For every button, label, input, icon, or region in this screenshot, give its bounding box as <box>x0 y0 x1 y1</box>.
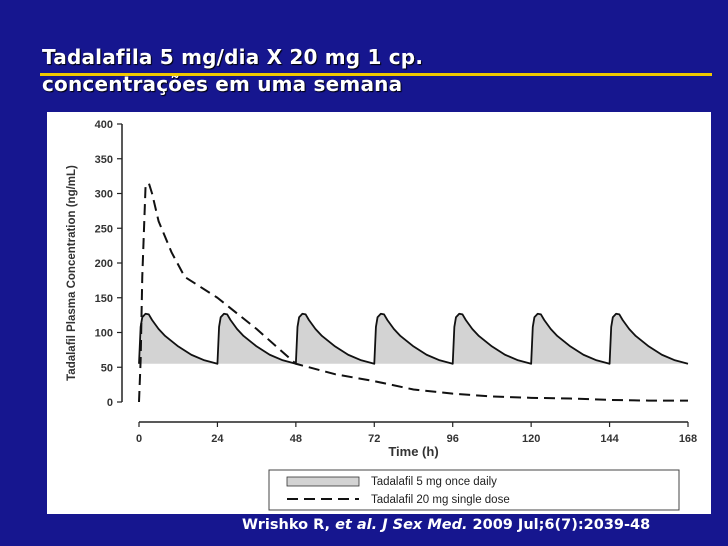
dose-area-7 <box>609 313 688 364</box>
x-tick-label: 0 <box>136 433 142 445</box>
dose-area-3 <box>295 313 375 364</box>
pk-chart: 0 50 100 150 200 250 300 350 400 0 24 48 72 96 120 144 1… <box>66 119 697 511</box>
citation-author: Wrishko R, <box>242 517 336 533</box>
x-tick-label: 168 <box>679 433 697 445</box>
legend-label-5mg: Tadalafil 5 mg once daily <box>371 476 497 488</box>
x-tick-label: 120 <box>522 433 540 445</box>
x-tick-label: 48 <box>290 433 302 445</box>
slide-title-line2: concentrações em uma semana <box>42 72 403 96</box>
title-rule <box>40 73 712 76</box>
dose-area-4 <box>374 313 453 364</box>
y-tick-label: 0 <box>107 397 113 409</box>
y-tick-label: 350 <box>95 154 113 166</box>
y-axis-title: Tadalafil Plasma Concentration (ng/mL) <box>66 165 78 381</box>
x-tick-label: 72 <box>368 433 380 445</box>
legend-label-20mg: Tadalafil 20 mg single dose <box>371 494 510 506</box>
legend-swatch-5mg <box>286 476 360 487</box>
y-tick-label: 50 <box>101 362 113 374</box>
y-tick-label: 200 <box>95 258 113 270</box>
slide-title-line1: Tadalafila 5 mg/dia X 20 mg 1 cp. <box>42 45 424 69</box>
y-tick-label: 400 <box>95 119 113 131</box>
dose-area-1 <box>139 313 218 364</box>
y-tick-label: 250 <box>95 223 113 235</box>
citation-journal: et al. J Sex Med. <box>335 517 468 533</box>
citation: Wrishko R, et al. J Sex Med. 2009 Jul;6(… <box>242 517 650 533</box>
x-tick-label: 96 <box>447 433 459 445</box>
x-tick-label: 144 <box>600 433 619 445</box>
x-tick-label: 24 <box>211 433 224 445</box>
y-tick-label: 300 <box>95 189 113 201</box>
slide-title: Tadalafila 5 mg/dia X 20 mg 1 cp. concen… <box>42 44 423 98</box>
y-tick-label: 100 <box>95 328 113 340</box>
dose-area-5 <box>452 313 532 364</box>
series-5mg-line <box>138 312 689 365</box>
chart-panel: 0 50 100 150 200 250 300 350 400 0 24 48 72 96 120 144 1… <box>47 112 711 514</box>
citation-details: 2009 Jul;6(7):2039-48 <box>467 517 651 533</box>
dose-area-6 <box>531 313 610 364</box>
y-tick-label: 150 <box>95 293 113 305</box>
x-axis-title: Time (h) <box>388 444 438 459</box>
series-20mg-line <box>138 182 688 403</box>
dose-area-2 <box>217 313 296 364</box>
